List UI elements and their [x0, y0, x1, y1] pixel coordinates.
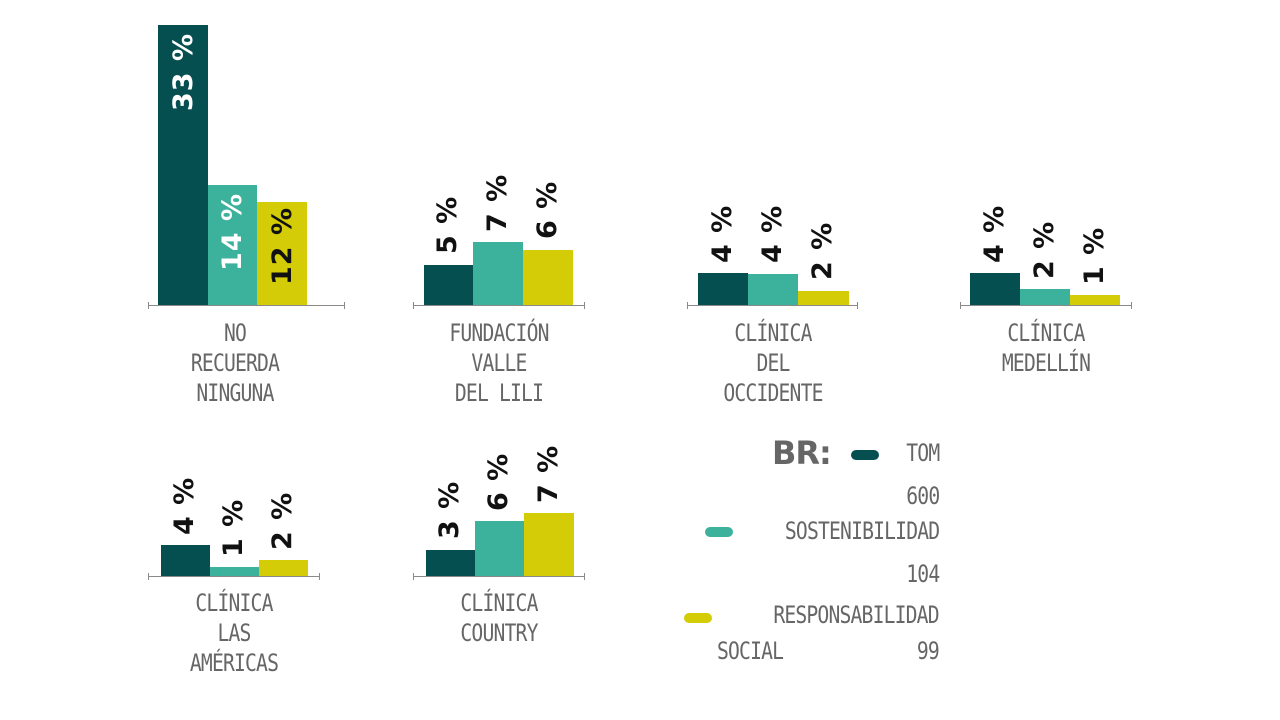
x-axis-line	[148, 302, 345, 309]
category-line: AMÉRICAS	[189, 649, 279, 677]
value-label: 33 %	[168, 32, 199, 111]
bar-sostenibilidad	[210, 567, 259, 576]
legend-title: BR:	[772, 434, 832, 472]
bar-responsabilidad-social	[523, 250, 573, 305]
category-line: MEDELLÍN	[1001, 349, 1091, 377]
legend-base-sostenibilidad: 104	[905, 560, 940, 588]
bar-tom	[158, 25, 208, 305]
bar-responsabilidad-social	[259, 560, 308, 576]
bar-tom	[424, 265, 473, 305]
category-line: DEL	[756, 349, 790, 377]
category-line: NINGUNA	[196, 379, 274, 407]
value-label: 6 %	[483, 452, 514, 511]
category-label: NO RECUERDA NINGUNA	[153, 318, 317, 408]
category-line: CLÍNICA	[460, 589, 538, 617]
x-axis-line	[148, 573, 320, 580]
bar-responsabilidad-social	[798, 291, 849, 305]
category-line: CLÍNICA	[1007, 319, 1085, 347]
bar-tom	[161, 545, 210, 576]
category-line: VALLE	[471, 349, 527, 377]
legend-label-sostenibilidad: SOSTENIBILIDAD	[784, 517, 940, 545]
value-label: 3 %	[434, 480, 465, 539]
value-label: 14 %	[217, 192, 248, 271]
value-label: 2 %	[807, 221, 838, 280]
bar-tom	[698, 273, 748, 305]
value-label: 4 %	[169, 476, 200, 535]
category-label: FUNDACIÓN VALLE DEL LILI	[417, 318, 581, 408]
legend-base-tom: 600	[905, 482, 940, 510]
bar-tom	[426, 550, 475, 576]
legend-label-responsabilidad-social: RESPONSABILIDAD	[773, 601, 940, 629]
category-label: CLÍNICA MEDELLÍN	[964, 318, 1128, 378]
bar-responsabilidad-social	[1070, 295, 1120, 305]
bar-sostenibilidad	[208, 185, 257, 305]
category-line: NO	[223, 319, 247, 347]
category-label: CLÍNICA DEL OCCIDENTE	[691, 318, 855, 408]
bar-responsabilidad-social	[257, 202, 307, 305]
legend-label-tom: TOM	[905, 439, 940, 467]
value-label: 1 %	[218, 498, 249, 557]
category-line: COUNTRY	[460, 619, 538, 647]
x-axis-line	[413, 573, 585, 580]
value-label: 4 %	[979, 204, 1010, 263]
category-line: RECUERDA	[190, 349, 280, 377]
legend-swatch-tom	[851, 450, 879, 460]
value-label: 4 %	[757, 204, 788, 263]
value-label: 7 %	[533, 444, 564, 503]
category-label: CLÍNICA LAS AMÉRICAS	[152, 588, 316, 678]
bar-responsabilidad-social	[524, 513, 574, 576]
category-line: DEL LILI	[454, 379, 544, 407]
legend-label-social: SOCIAL	[717, 637, 784, 665]
category-label: CLÍNICA COUNTRY	[417, 588, 581, 648]
legend-swatch-sostenibilidad	[705, 527, 733, 537]
bar-sostenibilidad	[1020, 289, 1070, 305]
category-line: OCCIDENTE	[723, 379, 823, 407]
x-axis-line	[960, 302, 1132, 309]
value-label: 1 %	[1079, 226, 1110, 285]
category-line: FUNDACIÓN	[449, 319, 549, 347]
legend-base-responsabilidad-social: 99	[916, 637, 940, 665]
bar-sostenibilidad	[475, 521, 524, 576]
category-line: CLÍNICA	[195, 589, 273, 617]
value-label: 4 %	[707, 204, 738, 263]
legend-swatch-responsabilidad-social	[684, 613, 712, 623]
category-line: CLÍNICA	[734, 319, 812, 347]
bar-sostenibilidad	[748, 274, 798, 305]
value-label: 12 %	[267, 206, 298, 285]
x-axis-line	[687, 302, 858, 309]
value-label: 2 %	[1029, 220, 1060, 279]
value-label: 7 %	[482, 173, 513, 232]
value-label: 2 %	[267, 491, 298, 550]
x-axis-line	[413, 302, 585, 309]
bar-sostenibilidad	[473, 242, 523, 305]
category-line: LAS	[217, 619, 251, 647]
bar-tom	[970, 273, 1020, 305]
value-label: 6 %	[532, 180, 563, 239]
value-label: 5 %	[432, 195, 463, 254]
